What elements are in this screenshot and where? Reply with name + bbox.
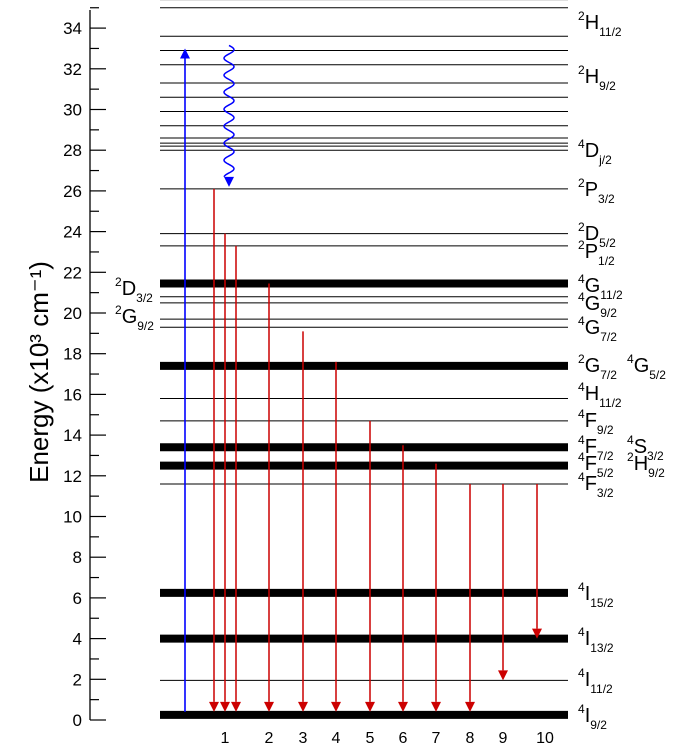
emission-arrow-6	[398, 445, 408, 712]
term-label: 2H11/2	[578, 9, 622, 39]
energy-levels	[160, 0, 568, 719]
y-tick-label: 2	[73, 670, 82, 689]
y-tick-label: 10	[63, 508, 82, 527]
term-label: 4F5/2	[578, 450, 614, 480]
y-tick-label: 16	[63, 385, 82, 404]
term-label: 4I9/2	[578, 702, 607, 732]
term-label: 4F9/2	[578, 407, 614, 437]
nonradiative-wavy-arrow	[223, 44, 235, 187]
excitation-arrow	[180, 48, 190, 712]
y-tick-label: 28	[63, 141, 82, 160]
transition-number-6: 6	[399, 730, 408, 746]
term-label: 4F3/2	[578, 470, 614, 500]
transition-number-2: 2	[265, 730, 274, 746]
y-tick-label: 22	[63, 263, 82, 282]
y-axis: 024681012141618202224262830323436	[63, 7, 106, 730]
term-label: 4I13/2	[578, 625, 614, 655]
y-tick-label: 32	[63, 60, 82, 79]
term-label: 4S3/2	[627, 433, 664, 463]
term-label: 2G9/2	[115, 303, 154, 333]
transition-number-3: 3	[299, 730, 308, 746]
emission-arrow-2	[264, 283, 274, 712]
y-tick-label: 14	[63, 426, 82, 445]
emission-arrow-8	[465, 483, 475, 712]
term-label: 2P3/2	[578, 176, 615, 206]
term-label: 4I11/2	[578, 666, 613, 696]
term-label: 2G7/2	[578, 352, 617, 382]
y-tick-label: 18	[63, 345, 82, 364]
term-label: 4G5/2	[627, 352, 666, 382]
y-tick-label: 6	[73, 589, 82, 608]
y-tick-label: 30	[63, 101, 82, 120]
transition-number-10: 10	[536, 730, 554, 746]
y-tick-label: 24	[63, 223, 82, 242]
term-label: 2P1/2	[578, 238, 615, 268]
transition-number-8: 8	[466, 730, 475, 746]
y-tick-label: 0	[73, 711, 82, 730]
emission-arrow-9	[498, 483, 508, 681]
term-label: 4I15/2	[578, 580, 614, 610]
term-label: 2H9/2	[627, 450, 665, 480]
emission-arrow-7	[431, 463, 441, 712]
transition-number-4: 4	[332, 730, 341, 746]
emission-arrow-1	[231, 245, 241, 712]
y-tick-label: 8	[73, 548, 82, 567]
term-label: 2H9/2	[578, 63, 616, 93]
term-label: 4F7/2	[578, 433, 614, 463]
transition-number-1: 1	[221, 730, 230, 746]
emission-arrow-4	[331, 361, 341, 712]
emission-arrow-1	[220, 233, 230, 712]
term-label: 4G7/2	[578, 314, 617, 344]
emission-arrow-3	[298, 331, 308, 712]
emission-arrow-1	[209, 188, 219, 712]
transition-arrows: 1 2 3 4 5 6 7 8 9 10	[180, 44, 554, 746]
transition-number-5: 5	[366, 730, 375, 746]
y-tick-label: 12	[63, 467, 82, 486]
term-label: 4Dj/2	[578, 137, 612, 167]
term-label: 2D5/2	[578, 220, 616, 250]
transition-number-7: 7	[432, 730, 441, 746]
term-label: 4G11/2	[578, 272, 623, 302]
y-axis-label: Energy (x10³ cm⁻¹)	[24, 261, 54, 483]
transition-number-9: 9	[499, 730, 508, 746]
y-tick-label: 34	[63, 19, 82, 38]
term-label: 4H11/2	[578, 380, 622, 410]
y-tick-label: 26	[63, 182, 82, 201]
term-label: 2D3/2	[115, 275, 153, 305]
y-tick-label: 4	[73, 630, 82, 649]
emission-arrow-10	[532, 483, 542, 639]
y-tick-label: 20	[63, 304, 82, 323]
emission-arrow-5	[365, 420, 375, 712]
term-label: 4G9/2	[578, 290, 617, 320]
